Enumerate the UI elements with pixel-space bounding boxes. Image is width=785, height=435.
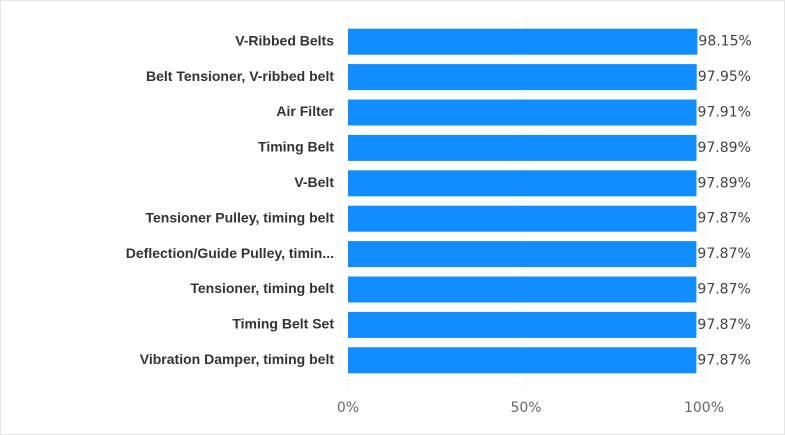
- value-label: 97.87%: [697, 352, 750, 368]
- bar: [348, 28, 698, 55]
- value-label: 97.91%: [698, 105, 751, 121]
- y-tick-label: Belt Tensioner, V-ribbed belt: [146, 68, 334, 84]
- bar: [348, 241, 697, 268]
- y-tick-label: V-Belt: [294, 174, 334, 190]
- bar: [348, 64, 697, 91]
- y-tick-label: Air Filter: [276, 103, 334, 119]
- bar: [348, 205, 697, 232]
- y-tick-label: Timing Belt Set: [232, 316, 334, 332]
- x-tick-label: 50%: [510, 400, 541, 416]
- x-tick-label: 100%: [684, 400, 724, 416]
- bar: [348, 276, 697, 303]
- value-label: 97.95%: [698, 69, 751, 85]
- y-tick-label: Vibration Damper, timing belt: [140, 351, 335, 367]
- value-label: 98.15%: [698, 34, 751, 50]
- bar: [348, 134, 697, 161]
- value-label: 97.87%: [697, 317, 750, 333]
- x-tick-label: 0%: [337, 400, 359, 416]
- value-label: 97.89%: [697, 175, 750, 191]
- y-tick-label: Tensioner, timing belt: [190, 280, 334, 296]
- y-tick-label: Deflection/Guide Pulley, timin...: [126, 245, 334, 261]
- value-label: 97.89%: [697, 140, 750, 156]
- bar: [348, 99, 697, 126]
- value-label: 97.87%: [697, 282, 750, 298]
- y-tick-label: Timing Belt: [258, 139, 334, 155]
- bar: [348, 311, 697, 338]
- y-tick-label: V-Ribbed Belts: [235, 32, 334, 48]
- value-label: 97.87%: [697, 246, 750, 262]
- value-label: 97.87%: [697, 211, 750, 227]
- bar: [348, 170, 697, 197]
- bar: [348, 347, 697, 374]
- y-tick-label: Tensioner Pulley, timing belt: [145, 209, 334, 225]
